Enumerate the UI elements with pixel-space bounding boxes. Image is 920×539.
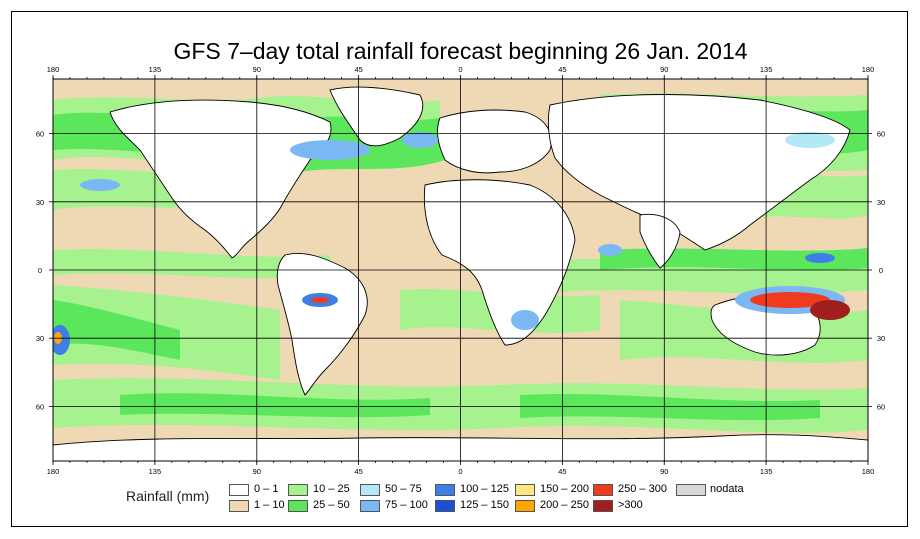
lon-tick-label: 90	[253, 65, 261, 74]
legend-label: 150 – 200	[540, 483, 589, 495]
lat-tick-label: 30	[36, 198, 44, 207]
tick-marks	[49, 75, 872, 465]
legend-label: 0 – 1	[254, 483, 279, 495]
legend-label: 10 – 25	[313, 483, 350, 495]
lon-tick-label: 45	[354, 65, 362, 74]
lon-tick-label: 90	[660, 467, 668, 476]
lat-tick-label: 30	[877, 334, 885, 343]
latitude-labels-left: 60 30 0 30 60	[36, 130, 44, 412]
legend-swatch	[229, 500, 249, 512]
lon-tick-label: 90	[253, 467, 261, 476]
legend-swatch	[593, 484, 613, 496]
lon-tick-label: 180	[862, 467, 875, 476]
legend-heading: Rainfall (mm)	[126, 488, 210, 504]
lon-tick-label: 45	[558, 467, 566, 476]
lon-tick-label: 135	[149, 65, 162, 74]
lat-tick-label: 0	[879, 266, 883, 275]
legend-swatch	[676, 484, 706, 496]
legend-swatch	[288, 500, 308, 512]
legend-label: nodata	[710, 483, 744, 495]
heavy-rain-patches	[53, 132, 850, 355]
legend-label: 1 – 10	[254, 499, 285, 511]
lon-tick-label: 135	[149, 467, 162, 476]
longitude-labels-top: 180 135 90 45 0 45 90 135 180	[47, 65, 875, 74]
legend-label: 250 – 300	[618, 483, 667, 495]
north-america	[109, 99, 332, 259]
legend-swatch	[360, 500, 380, 512]
lat-tick-label: 60	[877, 402, 885, 411]
legend-label: 100 – 125	[460, 483, 509, 495]
lat-tick-label: 30	[36, 334, 44, 343]
lon-tick-label: 180	[47, 467, 60, 476]
legend-label: 25 – 50	[313, 499, 350, 511]
latitude-labels-right: 60 30 0 30 60	[877, 130, 885, 412]
legend-label: 75 – 100	[385, 499, 428, 511]
legend-label: 50 – 75	[385, 483, 422, 495]
legend-label: >300	[618, 499, 643, 511]
lat-tick-label: 30	[877, 198, 885, 207]
lat-tick-label: 60	[36, 130, 44, 139]
legend-swatch	[435, 500, 455, 512]
lon-tick-label: 45	[558, 65, 566, 74]
legend-label: 200 – 250	[540, 499, 589, 511]
legend-swatch	[229, 484, 249, 496]
lon-tick-label: 90	[660, 65, 668, 74]
legend-swatch	[360, 484, 380, 496]
lat-tick-label: 60	[36, 402, 44, 411]
longitude-labels-bottom: 180 135 90 45 0 45 90 135 180	[47, 467, 875, 476]
lon-tick-label: 180	[47, 65, 60, 74]
lon-tick-label: 135	[760, 65, 773, 74]
legend-swatch	[288, 484, 308, 496]
map-title: GFS 7–day total rainfall forecast beginn…	[173, 38, 748, 64]
africa	[423, 179, 576, 346]
legend-swatch	[593, 500, 613, 512]
europe	[437, 109, 552, 174]
lon-tick-label: 0	[458, 65, 462, 74]
india	[639, 213, 681, 269]
lon-tick-label: 45	[354, 467, 362, 476]
lat-tick-label: 60	[877, 130, 885, 139]
lat-tick-label: 0	[38, 266, 42, 275]
legend-swatch	[435, 484, 455, 496]
graticule	[53, 79, 868, 461]
greenland	[329, 86, 424, 147]
legend-label: 125 – 150	[460, 499, 509, 511]
lon-tick-label: 135	[760, 467, 773, 476]
legend-swatch	[515, 500, 535, 512]
lon-tick-label: 180	[862, 65, 875, 74]
legend-swatch	[515, 484, 535, 496]
lon-tick-label: 0	[458, 467, 462, 476]
south-america	[276, 253, 368, 396]
